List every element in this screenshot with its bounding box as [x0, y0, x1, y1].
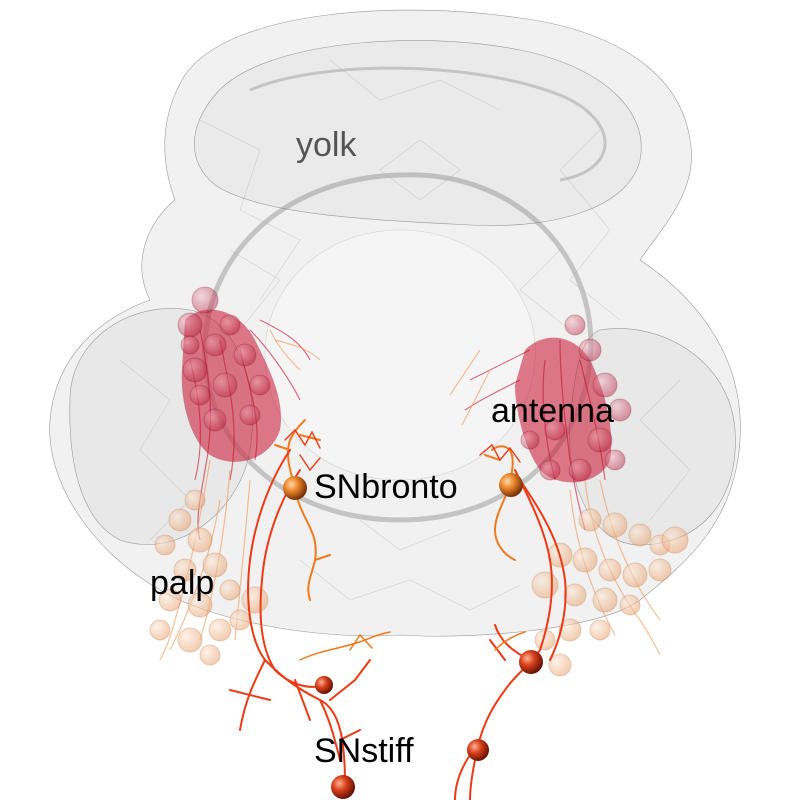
mesh-head-lobe [194, 40, 642, 226]
snstiff-soma-right-upper [519, 650, 543, 674]
snbronto-dendrite-tufts [284, 428, 521, 472]
mesh-inner-ring [202, 172, 594, 523]
snstiff-soma-right-lower [467, 739, 489, 761]
right-antenna-cluster [464, 314, 632, 531]
palp-label: palp [150, 564, 215, 602]
yolk-label: yolk [296, 126, 357, 164]
snstiff-label: SNstiff [314, 732, 414, 770]
snstiff-bottom-arbor [299, 631, 526, 661]
snstiff-left-axons [229, 449, 371, 786]
mesh-upper-ring [249, 66, 607, 182]
antenna-label: antenna [491, 392, 614, 430]
right-palp-somata [531, 508, 689, 677]
right-antenna-neurite-mass [515, 337, 612, 483]
snbronto-label: SNbronto [314, 468, 458, 506]
mesh-inner-hole [264, 229, 536, 481]
snstiff-soma-left-upper [315, 676, 333, 694]
snbronto-left-arbor [274, 419, 331, 601]
right-antenna-somata [520, 314, 632, 482]
left-antenna-cluster [177, 286, 311, 541]
snbronto-neurons [274, 419, 521, 601]
left-antenna-somata [177, 286, 271, 432]
snbronto-left-soma [283, 476, 307, 500]
snstiff-soma-bottom [331, 775, 355, 799]
embryo-mesh [49, 9, 741, 637]
snbronto-right-soma [499, 473, 523, 497]
neuron-somata [283, 473, 543, 799]
right-palp-cluster [449, 349, 689, 677]
